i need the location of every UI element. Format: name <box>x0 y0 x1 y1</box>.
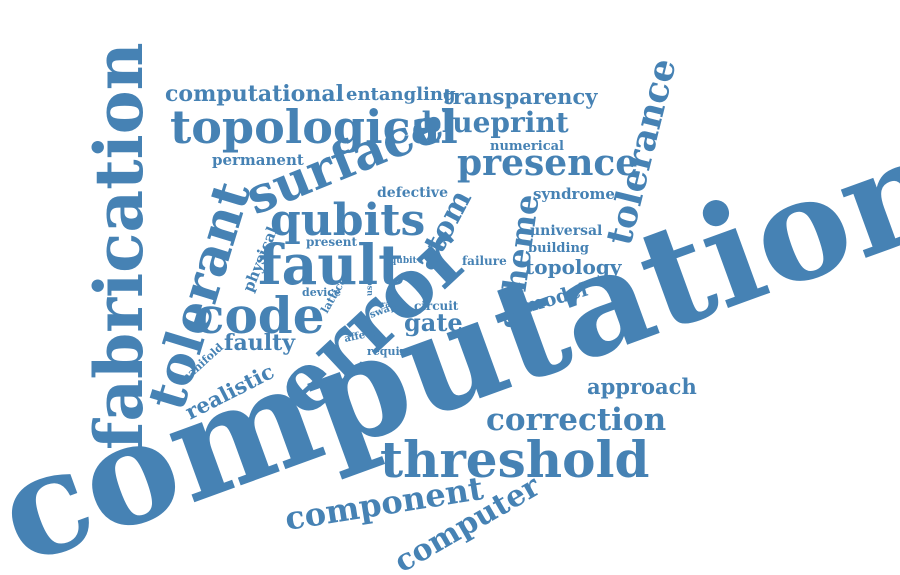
word-present: present <box>306 235 357 249</box>
word-topological: topological <box>170 100 458 154</box>
word-fabrication: fabrication <box>80 42 158 450</box>
word-failure: failure <box>462 254 507 268</box>
word-gate: gate <box>404 308 463 337</box>
word-presence: presence <box>457 142 638 184</box>
word-building: building <box>528 241 589 256</box>
word-qubit: qubit <box>390 256 418 266</box>
word-transparency: transparency <box>443 84 598 109</box>
word-code: code <box>194 286 325 345</box>
word-use: use <box>364 281 374 296</box>
word-computational: computational <box>165 81 344 107</box>
word-entangling: entangling <box>346 84 456 105</box>
word-numerical: numerical <box>490 139 564 154</box>
word-faulty: faulty <box>224 330 296 356</box>
word-threshold: threshold <box>380 430 649 489</box>
word-rate: rate <box>381 299 399 309</box>
word-permanent: permanent <box>212 151 304 169</box>
word-qubits: qubits <box>270 195 425 246</box>
word-circuit: circuit <box>414 299 459 313</box>
word-approach: approach <box>587 374 697 399</box>
word-universal: universal <box>530 223 602 239</box>
word-topology: topology <box>525 255 623 279</box>
word-fault: fault <box>258 232 404 297</box>
word-correction: correction <box>486 402 666 438</box>
word-blueprint: blueprint <box>422 106 569 139</box>
word-syndrome: syndrome <box>533 185 615 203</box>
word-device: device <box>302 286 341 299</box>
word-require: require <box>367 345 412 358</box>
word-defective: defective <box>377 185 448 201</box>
